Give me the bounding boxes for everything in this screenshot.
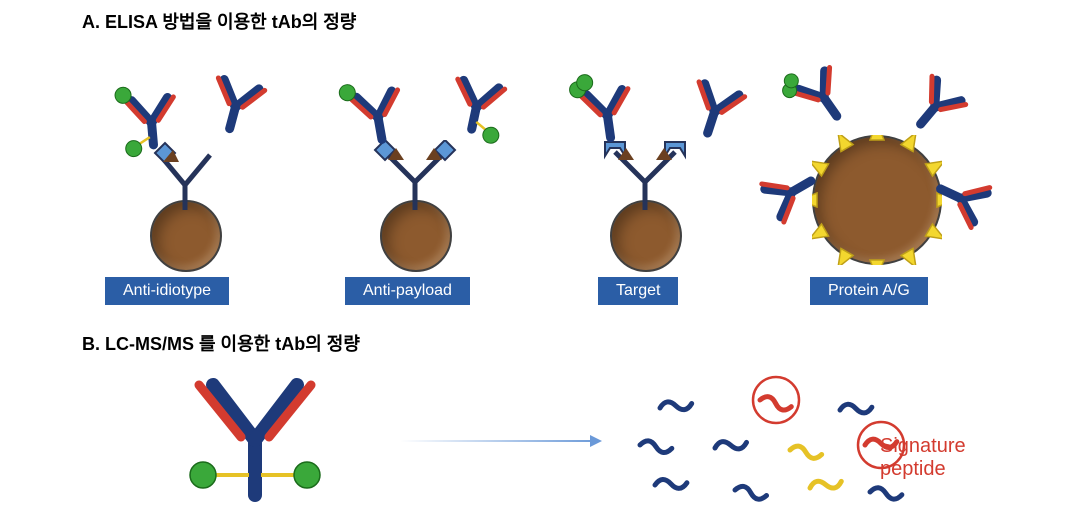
method-target: Target — [550, 45, 770, 305]
panel-b-title: B. LC-MS/MS 를 이용한 tAb의 정량 — [82, 330, 360, 356]
signature-peptide-label: Signature peptide — [880, 435, 990, 481]
bead-icon — [150, 200, 222, 272]
method-anti-idiotype: Anti-idiotype — [90, 45, 310, 305]
adc-large-icon — [160, 365, 350, 525]
method-label: Anti-idiotype — [105, 277, 229, 305]
panel-a-title: A. ELISA 방법을 이용한 tAb의 정량 — [82, 8, 356, 34]
method-anti-payload: Anti-payload — [320, 45, 540, 305]
adc-icon — [555, 50, 785, 165]
bead-icon — [610, 200, 682, 272]
adc-icon — [330, 50, 550, 165]
adc-icon — [110, 55, 310, 165]
arrow-icon — [400, 440, 600, 442]
method-label: Protein A/G — [810, 277, 928, 305]
bead-large-icon — [812, 135, 942, 265]
bead-icon — [380, 200, 452, 272]
method-label: Anti-payload — [345, 277, 470, 305]
elisa-methods-row: Anti-idiotype — [90, 45, 990, 305]
method-protein-ag: Protein A/G — [780, 45, 1000, 305]
method-label: Target — [598, 277, 678, 305]
lcms-diagram: Signature peptide — [90, 365, 990, 525]
peptide-fragments — [620, 375, 920, 515]
